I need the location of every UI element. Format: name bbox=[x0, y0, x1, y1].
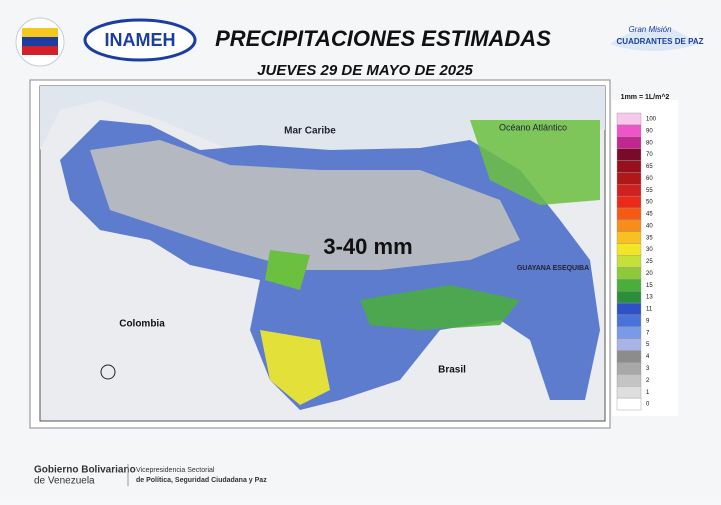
logo-text: INAMEH bbox=[105, 30, 176, 50]
legend-swatch bbox=[616, 148, 642, 161]
legend-swatch bbox=[616, 231, 642, 244]
legend-swatch bbox=[616, 160, 642, 173]
legend-label: 1 bbox=[646, 390, 650, 396]
legend-swatch bbox=[616, 124, 642, 137]
legend-label: 70 bbox=[646, 152, 653, 158]
legend-swatch bbox=[616, 386, 642, 399]
legend-label: 15 bbox=[646, 283, 653, 289]
legend-label: 2 bbox=[646, 378, 650, 384]
rain-green-w bbox=[265, 250, 310, 290]
rain-green-s bbox=[360, 285, 520, 330]
legend-swatch bbox=[616, 267, 642, 280]
legend-label: 100 bbox=[646, 117, 657, 123]
map-label: 3-40 mm bbox=[323, 234, 412, 259]
map-label: Colombia bbox=[119, 319, 165, 330]
legend-swatch bbox=[616, 326, 642, 339]
legend-swatch bbox=[616, 195, 642, 209]
sea bbox=[40, 86, 605, 150]
flag-red bbox=[22, 46, 58, 55]
legend-label: 30 bbox=[646, 247, 653, 253]
legend-label: 13 bbox=[646, 295, 653, 301]
rain-gray bbox=[90, 140, 520, 270]
map-label: Océano Atlántico bbox=[499, 122, 567, 132]
legend-label: 35 bbox=[646, 235, 653, 241]
compass bbox=[100, 364, 116, 380]
legend-swatch bbox=[616, 219, 642, 232]
legend-label: 25 bbox=[646, 259, 653, 265]
legend-swatch bbox=[616, 362, 642, 375]
legend-swatch bbox=[616, 397, 642, 411]
legend-swatch bbox=[616, 172, 642, 185]
vice-line2: de Política, Seguridad Ciudadana y Paz bbox=[136, 477, 267, 484]
legend-swatch bbox=[616, 255, 642, 268]
legend-label: 40 bbox=[646, 223, 653, 229]
logo-right: CUADRANTES DE PAZ bbox=[617, 37, 704, 46]
legend-label: 7 bbox=[646, 330, 650, 336]
flag-yellow bbox=[22, 28, 58, 37]
legend-label: 45 bbox=[646, 212, 653, 218]
legend-swatch bbox=[616, 136, 642, 149]
legend-swatch bbox=[616, 374, 642, 387]
vice-line1: Vicepresidencia Sectorial bbox=[136, 467, 215, 474]
legend-swatch bbox=[616, 184, 642, 197]
map-label: Mar Caribe bbox=[284, 126, 336, 137]
legend-swatch bbox=[616, 338, 642, 351]
logo-shape bbox=[610, 27, 700, 51]
legend-label: 3 bbox=[646, 366, 650, 372]
subtitle: JUEVES 29 DE MAYO DE 2025 bbox=[257, 62, 473, 79]
legend-swatch bbox=[616, 291, 642, 304]
legend-swatch bbox=[616, 279, 642, 292]
legend-label: 65 bbox=[646, 164, 653, 170]
legend-label: 0 bbox=[646, 402, 650, 408]
legend-swatch bbox=[616, 314, 642, 328]
gov-line2: de Venezuela bbox=[34, 476, 95, 487]
legend-label: 55 bbox=[646, 188, 653, 194]
title: PRECIPITACIONES ESTIMADAS bbox=[215, 26, 551, 51]
legend-label: 20 bbox=[646, 271, 653, 277]
logo-right-top: Gran Misión bbox=[628, 25, 672, 34]
legend-label: 4 bbox=[646, 354, 650, 360]
legend-swatch bbox=[616, 207, 642, 221]
legend-unit: 1mm = 1L/m^2 bbox=[621, 93, 670, 101]
legend-label: 5 bbox=[646, 342, 650, 348]
legend-label: 90 bbox=[646, 128, 653, 134]
gov-line1: Gobierno Bolivariano bbox=[34, 465, 136, 476]
legend-label: 9 bbox=[646, 318, 650, 324]
legend-label: 11 bbox=[646, 307, 653, 313]
map-label: Brasil bbox=[438, 365, 466, 376]
legend-swatch bbox=[616, 243, 642, 256]
legend-swatch bbox=[616, 302, 642, 316]
legend-label: 60 bbox=[646, 176, 653, 182]
legend-swatch bbox=[616, 350, 642, 363]
legend-label: 80 bbox=[646, 140, 653, 146]
flag-blue bbox=[22, 37, 58, 46]
legend-swatch bbox=[616, 112, 642, 126]
rain-green-ne bbox=[470, 120, 600, 205]
dynamic: Mar Caribe Océano Atlántico Colombia Brasil… bbox=[119, 112, 657, 411]
logo-oval bbox=[83, 18, 197, 62]
legend-label: 50 bbox=[646, 200, 653, 206]
map-label: GUAYANA ESEQUIBA bbox=[517, 265, 589, 272]
rain-yellow bbox=[260, 330, 330, 405]
